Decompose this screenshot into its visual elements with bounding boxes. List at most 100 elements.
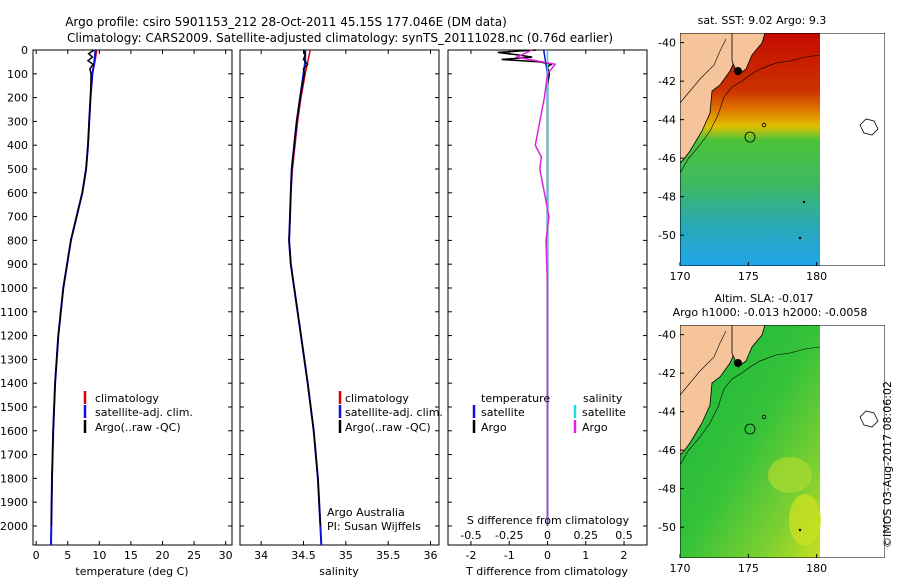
argo-float-marker	[734, 67, 742, 75]
salinity-y-ticks	[240, 49, 439, 527]
contour-dot	[798, 236, 802, 240]
legend-label-climatology: climatology	[95, 392, 159, 405]
temperature-legend: climatology satellite-adj. clim. Argo(..…	[83, 391, 193, 434]
map-x-tick-label: 175	[738, 562, 759, 575]
s-diff-tick-label: -0.25	[495, 529, 523, 542]
y-tick-label: 100	[7, 68, 28, 81]
seamount-contour	[744, 423, 756, 435]
map-y-tick-label: -50	[658, 229, 676, 242]
land-north-island	[731, 325, 766, 368]
y-tick-label: 2000	[0, 520, 28, 533]
credit-line2: PI: Susan Wijffels	[327, 520, 421, 533]
x-tick-label: -2	[465, 549, 476, 562]
legend-label-satellite: satellite-adj. clim.	[95, 406, 193, 419]
salinity-lines	[288, 49, 323, 546]
temperature-lines	[50, 49, 98, 546]
series-line-argo-raw-qc-	[50, 49, 95, 527]
s-diff-tick-label: 0.25	[574, 529, 599, 542]
y-tick-label: 200	[7, 92, 28, 105]
argo-float-marker	[734, 359, 742, 367]
y-tick-label: 1300	[0, 353, 28, 366]
y-tick-label: 1100	[0, 306, 28, 319]
y-tick-label: 1400	[0, 377, 28, 390]
map-x-tick-label: 170	[670, 562, 691, 575]
bathymetry-contour	[680, 330, 727, 396]
s-diff-tick-label: 0	[544, 529, 551, 542]
legend-head-temperature: temperature	[481, 392, 550, 405]
figure-title-line2: Climatology: CARS2009. Satellite-adjuste…	[67, 31, 613, 45]
x-tick-label: 36	[424, 549, 438, 562]
sla-map-subtitle: Argo h1000: -0.013 h2000: -0.0058	[673, 306, 868, 319]
x-tick-label: 5	[64, 549, 71, 562]
temperature-x-label: temperature (deg C)	[75, 565, 188, 578]
y-tick-label: 1200	[0, 330, 28, 343]
figure-title-line1: Argo profile: csiro 5901153_212 28-Oct-2…	[65, 15, 507, 29]
bathymetry-contour	[680, 346, 821, 466]
temperature-axes-frame	[32, 49, 233, 546]
y-tick-label: 1000	[0, 282, 28, 295]
map-x-tick-label: 180	[806, 270, 827, 283]
x-tick-label: 15	[124, 549, 138, 562]
legend-label-s-satellite: satellite	[582, 406, 626, 419]
x-tick-label: 35	[339, 549, 353, 562]
contour-dot	[798, 528, 802, 532]
x-tick-label: 0	[33, 549, 40, 562]
sst-map-plot	[680, 33, 885, 266]
x-tick-label: 1	[582, 549, 589, 562]
x-tick-label: 2	[621, 549, 628, 562]
salinity-panel: 34 34.5 35 35.5 36 salinity climatology sate…	[239, 49, 443, 578]
y-tick-label: 1900	[0, 496, 28, 509]
difference-lines	[497, 49, 557, 526]
salinity-diff-ticks: -0.5 -0.25 0 0.25 0.5	[460, 529, 633, 542]
x-tick-label: 34	[254, 549, 268, 562]
s-diff-tick-label: -0.5	[460, 529, 481, 542]
map-y-tick-label: -44	[658, 114, 676, 127]
difference-y-ticks	[448, 49, 647, 527]
temperature-y-axis: 0 100 200 300 400 500 600 700 800 900 1000 1100 1200…	[0, 44, 232, 533]
salinity-x-label: salinity	[319, 565, 359, 578]
x-tick-label: 25	[187, 549, 201, 562]
y-tick-label: 700	[7, 211, 28, 224]
bathymetry-contour	[680, 54, 821, 174]
map-x-tick-label: 175	[738, 270, 759, 283]
chatham-islands	[859, 118, 879, 136]
seamount-contour	[761, 414, 767, 420]
legend-label-argo: Argo(..raw -QC)	[95, 421, 181, 434]
map-y-tick-label: -40	[658, 37, 676, 50]
x-tick-label: -1	[504, 549, 515, 562]
salinity-legend: climatology satellite-adj. clim. Argo(..…	[338, 391, 443, 434]
land-north-island	[731, 33, 766, 76]
temperature-diff-label: T difference from climatology	[465, 565, 628, 578]
map-y-tick-label: -48	[658, 191, 676, 204]
map-y-tick-label: -46	[658, 444, 676, 457]
y-tick-label: 0	[21, 44, 28, 57]
sla-anomaly-patch	[789, 494, 821, 546]
seamount-contour	[761, 122, 767, 128]
x-tick-label: 20	[156, 549, 170, 562]
y-tick-label: 300	[7, 115, 28, 128]
difference-panel: -2 -1 0 1 2 S difference from climatology -0…	[447, 49, 648, 578]
x-tick-label: 35.5	[376, 549, 401, 562]
series-line-argo-raw-qc-	[288, 49, 322, 527]
legend-label-t-argo: Argo	[481, 421, 507, 434]
salinity-diff-label: S difference from climatology	[467, 514, 630, 527]
x-tick-label: 34.5	[291, 549, 316, 562]
y-tick-label: 600	[7, 187, 28, 200]
map-x-tick-label: 170	[670, 270, 691, 283]
sst-map-title: sat. SST: 9.02 Argo: 9.3	[698, 14, 827, 27]
sla-anomaly-patch	[768, 457, 812, 493]
temperature-panel: 0100200300400500600700800900100011001200…	[0, 44, 233, 578]
y-tick-label: 1700	[0, 449, 28, 462]
temperature-x-axis: 0 5 10 15 20 25 30	[33, 50, 233, 562]
legend-label-satellite: satellite-adj. clim.	[345, 406, 443, 419]
y-tick-label: 1800	[0, 472, 28, 485]
map-x-tick-label: 180	[806, 562, 827, 575]
x-tick-label: 30	[219, 549, 233, 562]
legend-label-climatology: climatology	[345, 392, 409, 405]
map-y-tick-label: -40	[658, 329, 676, 342]
map-y-tick-label: -48	[658, 483, 676, 496]
imos-watermark: ©IMOS 03-Aug-2017 08:06:02	[881, 381, 894, 548]
y-tick-label: 400	[7, 139, 28, 152]
legend-label-s-argo: Argo	[582, 421, 608, 434]
